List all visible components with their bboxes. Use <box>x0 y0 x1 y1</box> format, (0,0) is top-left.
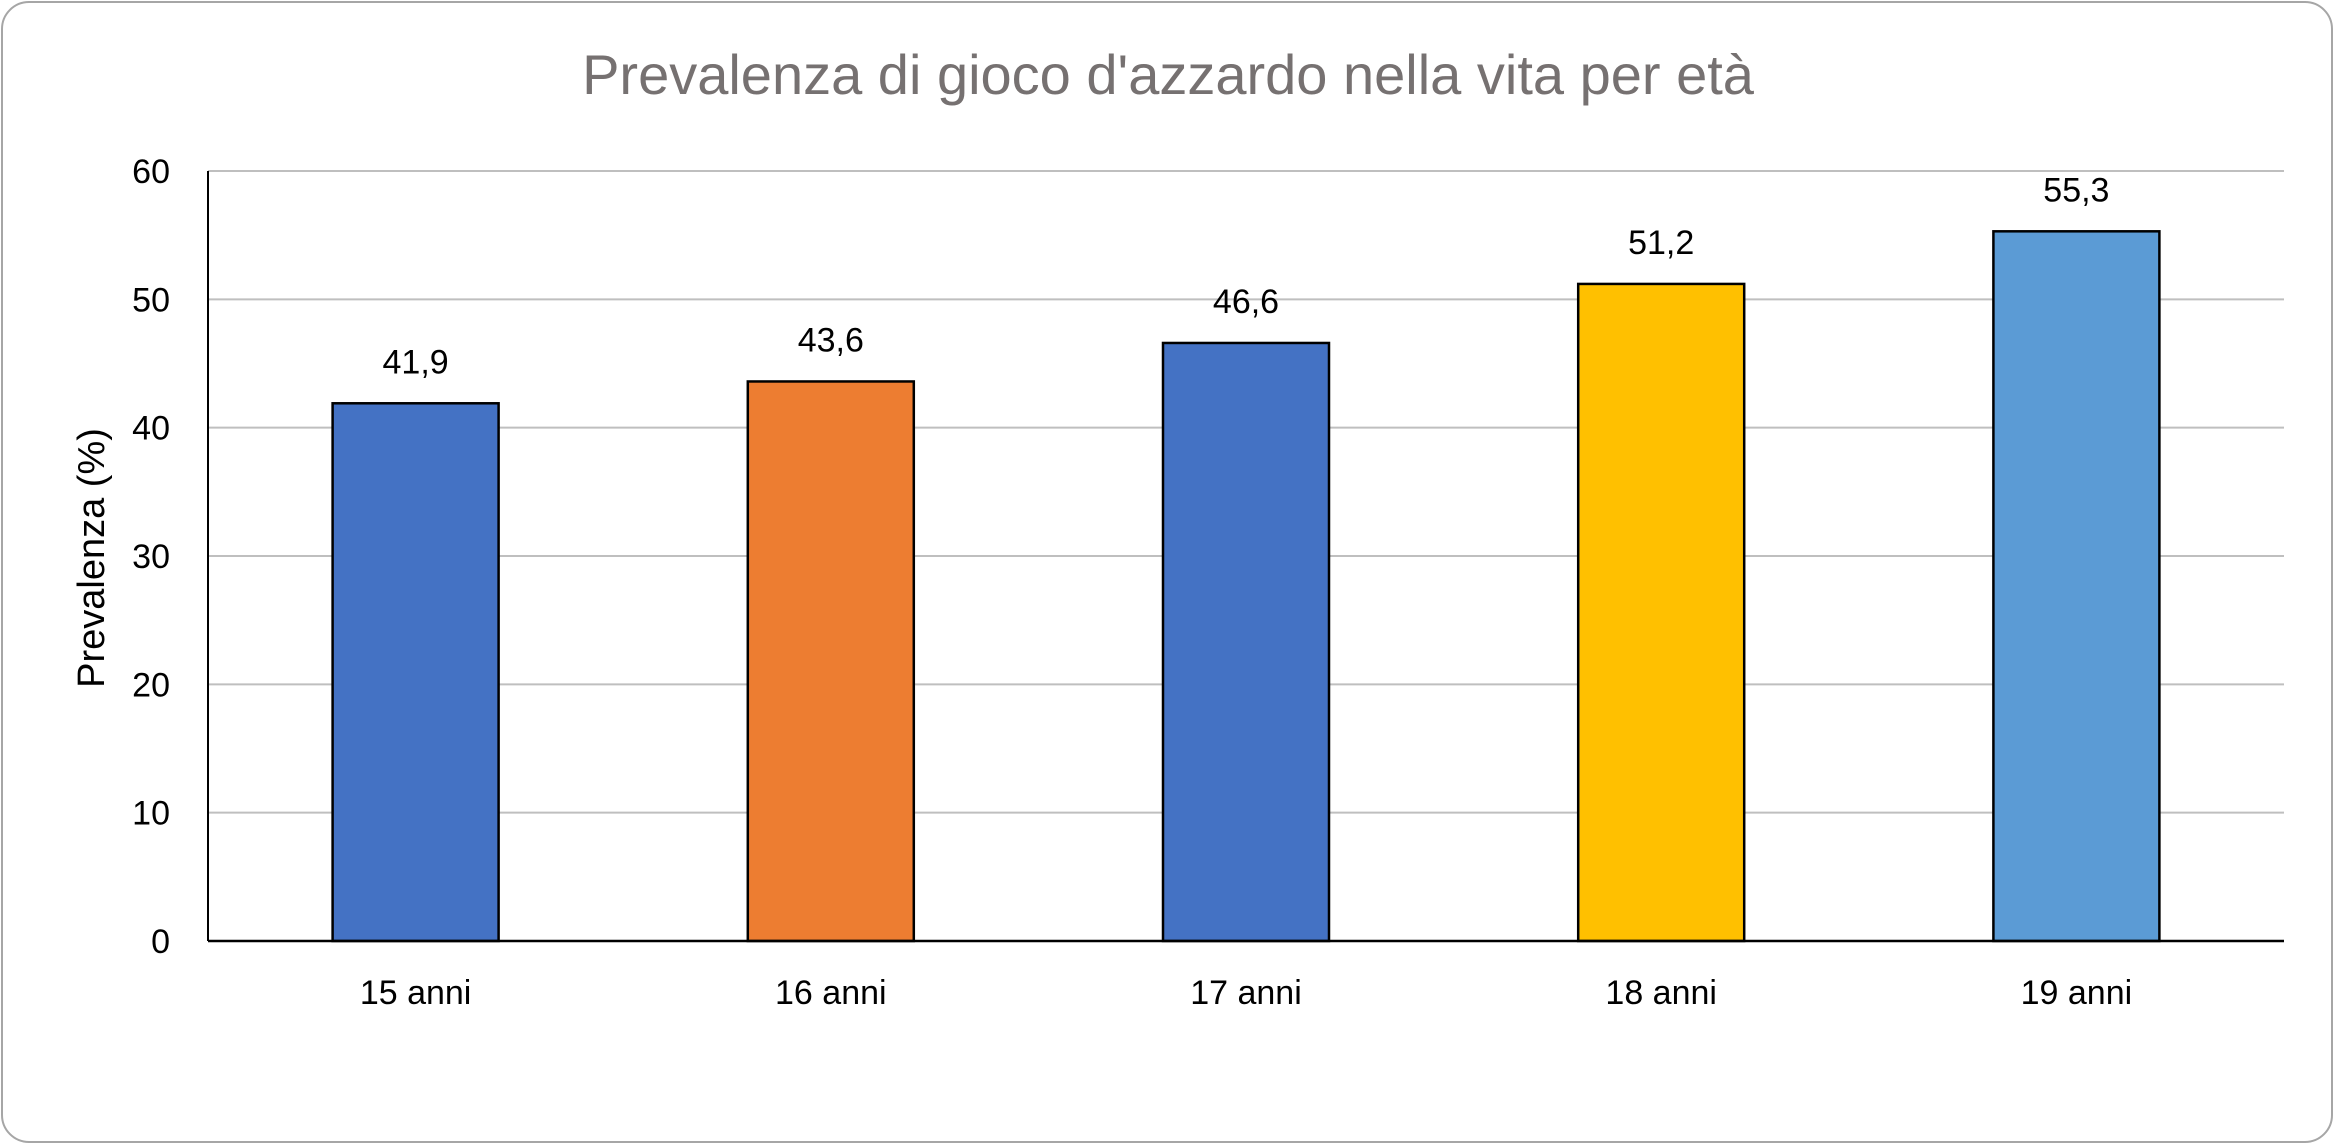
data-label: 43,6 <box>798 321 864 359</box>
y-tick-label: 40 <box>132 410 170 448</box>
data-label: 46,6 <box>1213 283 1279 321</box>
x-tick-label: 16 anni <box>775 974 887 1012</box>
chart-title: Prevalenza di gioco d'azzardo nella vita… <box>582 43 1755 106</box>
x-tick-label: 19 anni <box>2021 974 2133 1012</box>
y-tick-label: 20 <box>132 666 170 704</box>
data-label: 55,3 <box>2043 171 2109 209</box>
bars <box>331 230 2161 943</box>
x-tick-label: 15 anni <box>360 974 472 1012</box>
axes <box>207 171 2284 943</box>
data-labels: 41,9 43,6 46,6 51,2 55,3 <box>383 171 2110 381</box>
bar-15-anni <box>331 402 500 943</box>
bar-18-anni <box>1576 282 1746 943</box>
y-axis-ticks: 0 10 20 30 40 50 60 <box>132 153 170 961</box>
bar-16-anni <box>746 380 916 943</box>
gridlines <box>208 170 2284 814</box>
y-tick-label: 50 <box>132 281 170 319</box>
data-label: 51,2 <box>1628 224 1694 262</box>
y-tick-label: 10 <box>132 795 170 833</box>
y-tick-label: 60 <box>132 153 170 191</box>
x-tick-label: 17 anni <box>1190 974 1302 1012</box>
x-tick-label: 18 anni <box>1605 974 1717 1012</box>
bar-17-anni <box>1161 341 1331 943</box>
data-label: 41,9 <box>383 343 449 381</box>
y-tick-label: 0 <box>151 923 170 961</box>
y-axis-label: Prevalenza (%) <box>71 428 113 688</box>
y-tick-label: 30 <box>132 538 170 576</box>
bar-19-anni <box>1992 230 2161 943</box>
x-axis-ticks: 15 anni 16 anni 17 anni 18 anni 19 anni <box>360 974 2132 1012</box>
